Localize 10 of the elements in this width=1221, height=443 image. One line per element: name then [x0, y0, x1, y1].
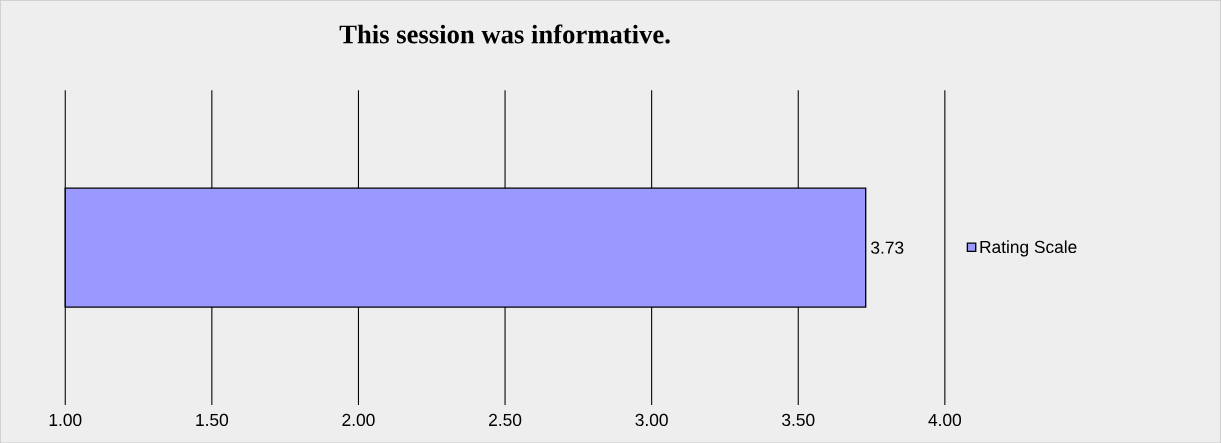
x-tick-label: 4.00 — [928, 413, 962, 426]
x-tick-label: 3.00 — [635, 413, 668, 426]
x-tick-label: 3.50 — [782, 413, 815, 426]
data-label: 3.73 — [871, 241, 904, 254]
legend-label: Rating Scale — [980, 240, 1077, 257]
x-tick-label: 2.00 — [342, 413, 375, 426]
x-tick-label: 2.50 — [489, 413, 522, 426]
x-tick-label: 1.50 — [196, 413, 229, 426]
chart-title: This session was informative. — [339, 24, 670, 44]
x-tick-label: 1.00 — [49, 413, 82, 426]
